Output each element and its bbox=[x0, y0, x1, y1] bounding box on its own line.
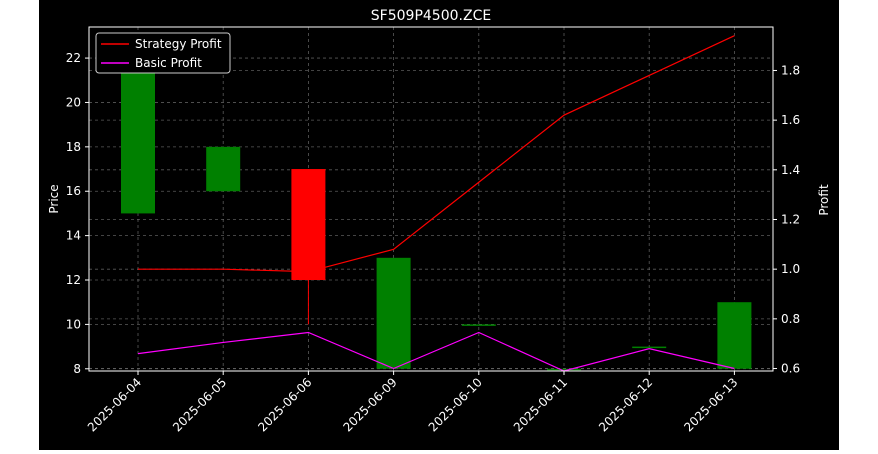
y2-tick-label: 1.8 bbox=[781, 63, 800, 77]
candle-body bbox=[547, 368, 581, 371]
y2-tick-label: 1.2 bbox=[781, 212, 800, 226]
candle-body bbox=[206, 146, 241, 192]
y-tick-label: 14 bbox=[66, 229, 81, 243]
strategy-profit-line bbox=[138, 35, 735, 273]
y-tick-label: 12 bbox=[66, 273, 81, 287]
figure-background bbox=[39, 0, 839, 450]
candle-body bbox=[717, 302, 752, 369]
y-tick-label: 18 bbox=[66, 140, 81, 154]
y2-tick-label: 0.8 bbox=[781, 312, 800, 326]
candle-body bbox=[461, 324, 496, 326]
y-tick-label: 10 bbox=[66, 317, 81, 331]
y-tick-label: 16 bbox=[66, 184, 81, 198]
y2-tick-label: 1.4 bbox=[781, 163, 800, 177]
y-tick-label: 22 bbox=[66, 51, 81, 65]
legend-label-strategy: Strategy Profit bbox=[135, 37, 222, 51]
y-tick-label: 8 bbox=[73, 362, 81, 376]
candle-body bbox=[291, 169, 326, 281]
legend: Strategy Profit Basic Profit bbox=[95, 32, 231, 74]
candle-body bbox=[376, 257, 411, 369]
y-tick-label: 20 bbox=[66, 95, 81, 109]
legend-box bbox=[95, 32, 231, 74]
chart-title: SF509P4500.ZCE bbox=[371, 8, 491, 24]
plot-frame bbox=[88, 26, 774, 372]
y2-tick-label: 0.6 bbox=[781, 362, 800, 376]
y2-axis-label: Profit bbox=[817, 184, 831, 216]
y2-tick-label: 1.6 bbox=[781, 113, 800, 127]
legend-label-basic: Basic Profit bbox=[135, 56, 202, 70]
candle-body bbox=[632, 346, 667, 349]
basic-profit-line bbox=[137, 331, 735, 372]
line-layer bbox=[137, 35, 735, 372]
y2-tick-label: 1.0 bbox=[781, 262, 800, 276]
y-axis-label: Price bbox=[47, 184, 61, 213]
